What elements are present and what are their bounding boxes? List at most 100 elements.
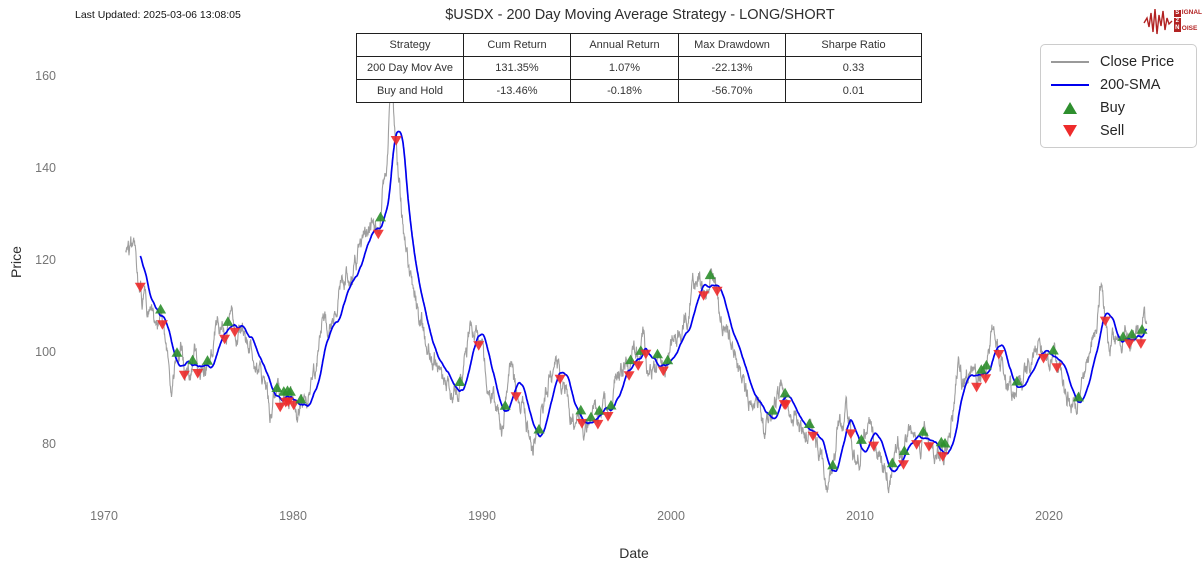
table-cell: -56.70% [678, 79, 786, 103]
buy-marker [827, 459, 839, 470]
waveform-icon [1143, 8, 1173, 35]
buy-marker [917, 426, 929, 436]
table-cell: Buy and Hold [356, 79, 464, 103]
y-tick-label: 140 [35, 161, 56, 175]
sell-marker [219, 334, 231, 345]
table-cell: -22.13% [678, 56, 786, 80]
legend-item-buy: Buy [1041, 96, 1196, 119]
buy-marker [171, 347, 183, 357]
legend: Close Price 200-SMA Buy Sell [1040, 44, 1197, 148]
sell-marker [780, 400, 792, 410]
table-row: 200 Day Mov Ave 131.35% 1.07% -22.13% 0.33 [356, 56, 922, 80]
sell-marker [980, 374, 992, 384]
y-tick-label: 120 [35, 253, 56, 267]
sell-marker [640, 349, 652, 360]
sell-marker [698, 291, 710, 301]
buy-marker [898, 445, 910, 455]
buy-marker [779, 387, 791, 398]
legend-line-sample [1051, 60, 1089, 63]
sell-marker [807, 431, 819, 442]
table-cell: -13.46% [463, 79, 571, 103]
sell-marker [898, 460, 909, 470]
x-tick-label: 2010 [846, 509, 874, 523]
sell-marker [937, 452, 949, 462]
sell-marker [911, 440, 923, 450]
logo-word-oise: OISE [1181, 24, 1198, 32]
buy-marker [187, 354, 199, 365]
buy-marker [533, 423, 545, 434]
page-title: $USDX - 200 Day Moving Average Strategy … [445, 7, 835, 23]
buy-marker [271, 382, 283, 392]
sell-marker [993, 350, 1005, 360]
buy-sell-markers [134, 136, 1148, 470]
table-cell: Cum Return [463, 33, 571, 57]
sell-marker [156, 320, 168, 330]
table-cell: Max Drawdown [678, 33, 786, 57]
table-cell: 0.01 [785, 79, 922, 103]
buy-marker [295, 393, 307, 404]
sell-marker [592, 419, 604, 430]
table-cell: Strategy [356, 33, 464, 57]
legend-label: 200-SMA [1100, 76, 1161, 93]
logo-letter-s: S [1173, 9, 1181, 17]
sell-marker [1135, 339, 1147, 349]
table-cell: 131.35% [463, 56, 571, 80]
legend-item-sell: Sell [1041, 119, 1196, 142]
buy-marker [1117, 331, 1129, 341]
sell-marker [711, 286, 723, 297]
buy-marker [585, 411, 597, 422]
table-cell: Annual Return [570, 33, 679, 57]
table-cell: Sharpe Ratio [785, 33, 922, 57]
x-tick-label: 2020 [1035, 509, 1063, 523]
table-cell: 0.33 [785, 56, 922, 80]
sell-marker [623, 371, 635, 381]
signal2noise-logo: S IGNAL 2 N OISE [1143, 3, 1202, 39]
sell-marker [1038, 353, 1049, 364]
legend-label: Buy [1100, 99, 1125, 116]
buy-marker [605, 399, 617, 410]
buy-triangle-icon [1063, 101, 1077, 114]
last-updated-text: Last Updated: 2025-03-06 13:08:05 [75, 9, 241, 21]
logo-letter-n: N [1173, 25, 1181, 33]
buy-marker [1126, 328, 1138, 339]
buy-marker [1011, 375, 1023, 386]
close-price-line [125, 58, 1148, 494]
sell-marker [178, 370, 190, 381]
buy-marker [855, 434, 867, 444]
x-tick-label: 1990 [468, 509, 496, 523]
buy-marker [454, 376, 466, 386]
buy-marker [375, 211, 386, 222]
sell-marker [134, 282, 146, 293]
sell-marker [229, 327, 241, 338]
sell-marker [971, 382, 983, 393]
sell-marker [868, 441, 880, 452]
logo-text: S IGNAL 2 N OISE [1173, 9, 1202, 33]
buy-marker [575, 404, 587, 415]
sell-marker [192, 369, 204, 379]
strategy-stats-table: Strategy Cum Return Annual Return Max Drawd… [356, 33, 922, 103]
sell-marker [576, 419, 588, 429]
y-tick-label: 80 [42, 437, 56, 451]
buy-marker [1047, 344, 1059, 355]
y-tick-label: 100 [35, 345, 56, 359]
buy-marker [155, 303, 167, 314]
y-tick-label: 160 [35, 69, 56, 83]
sell-marker [473, 341, 485, 351]
buy-marker [652, 348, 663, 359]
sell-marker [372, 229, 384, 240]
sell-marker [1099, 316, 1111, 327]
buy-marker [767, 405, 779, 415]
table-row: Buy and Hold -13.46% -0.18% -56.70% 0.01 [356, 79, 922, 103]
buy-marker [803, 418, 815, 428]
sell-marker [845, 429, 857, 439]
x-tick-label: 1970 [90, 509, 118, 523]
sell-marker [510, 392, 522, 402]
buy-marker [886, 457, 898, 468]
sell-marker [390, 136, 402, 146]
buy-marker [284, 386, 296, 396]
sell-marker [923, 442, 935, 452]
y-axis-label: Price [8, 246, 24, 278]
x-tick-label: 1980 [279, 509, 307, 523]
